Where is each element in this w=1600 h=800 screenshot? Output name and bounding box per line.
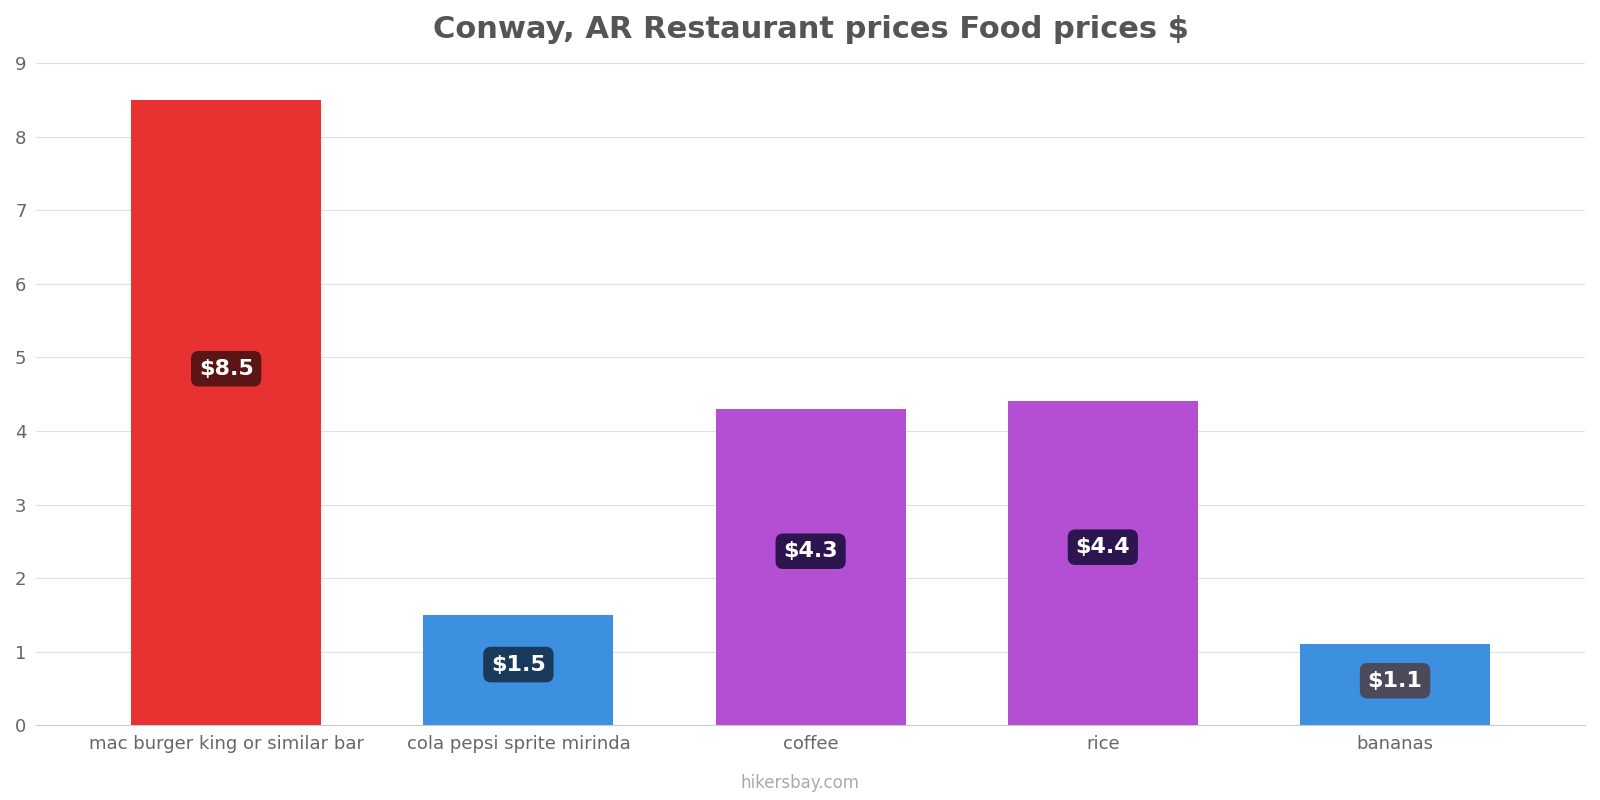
Text: $8.5: $8.5 xyxy=(198,358,253,378)
Text: $4.3: $4.3 xyxy=(784,542,838,562)
Title: Conway, AR Restaurant prices Food prices $: Conway, AR Restaurant prices Food prices… xyxy=(432,15,1189,44)
Bar xyxy=(715,409,906,726)
Bar xyxy=(424,615,613,726)
Bar xyxy=(1008,402,1198,726)
Bar xyxy=(1301,644,1490,726)
Bar xyxy=(131,100,322,726)
Text: $1.1: $1.1 xyxy=(1368,670,1422,690)
Text: $1.5: $1.5 xyxy=(491,654,546,674)
Text: $4.4: $4.4 xyxy=(1075,537,1130,557)
Text: hikersbay.com: hikersbay.com xyxy=(741,774,859,792)
